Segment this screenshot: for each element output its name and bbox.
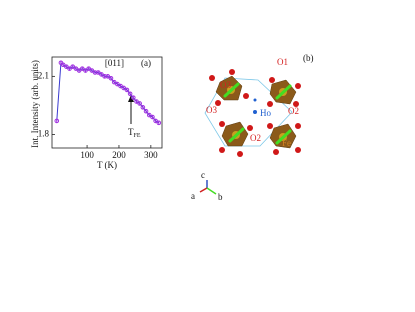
data-point <box>146 112 152 118</box>
arrow-label-text: T <box>128 127 134 137</box>
o-atom <box>295 123 301 129</box>
x-axis-label: T (K) <box>97 160 117 170</box>
o-atom <box>295 83 301 89</box>
data-point <box>156 120 162 126</box>
axis-a <box>199 187 208 193</box>
o-atom <box>273 149 279 155</box>
data-point <box>143 108 149 114</box>
o-atom <box>293 101 299 107</box>
data-point <box>108 75 114 81</box>
y-tick-label: 2.1 <box>38 70 49 80</box>
atom-label: Ho <box>260 108 271 118</box>
x-tick-label: 100 <box>80 150 94 160</box>
x-tick-label: 200 <box>112 150 126 160</box>
data-point <box>60 62 66 68</box>
axis-label: b <box>218 192 223 202</box>
data-point <box>70 64 76 69</box>
o-atom <box>269 77 275 83</box>
o-atom <box>215 100 221 106</box>
data-point <box>150 114 155 120</box>
data-point <box>79 66 85 71</box>
o-atom <box>219 147 225 153</box>
arrow-label: TFE <box>128 127 141 139</box>
data-point <box>64 64 69 69</box>
panel-label: (a) <box>141 58 151 68</box>
data-point <box>67 66 72 71</box>
data-point <box>111 79 117 85</box>
atom-label: O2 <box>288 106 299 116</box>
atom-label: O3 <box>206 105 217 115</box>
x-tick-label: 300 <box>144 150 158 160</box>
y-tick-label: 1.8 <box>38 129 50 139</box>
data-point <box>137 101 142 106</box>
o-atom <box>219 121 225 127</box>
spin-arrow <box>223 82 240 98</box>
panel-label: (b) <box>303 53 314 63</box>
ho-atom <box>253 110 257 114</box>
atom-label: O2 <box>250 133 261 143</box>
axis-b <box>206 187 217 195</box>
data-point <box>131 95 136 100</box>
o-atom <box>267 123 273 129</box>
data-point <box>86 66 91 71</box>
data-point <box>140 105 146 110</box>
ho-atom <box>253 98 257 102</box>
o-atom <box>295 147 301 153</box>
data-point <box>76 68 82 73</box>
data-point <box>134 99 139 104</box>
o-atom <box>247 125 253 131</box>
atom-label: O3 <box>220 80 231 90</box>
data-point <box>73 66 79 71</box>
data-point <box>124 87 130 93</box>
atom-label: O1 <box>277 57 288 67</box>
unit-cell <box>204 77 293 147</box>
arrow-head <box>128 95 134 102</box>
y-axis-label: Int. Intensity (arb. units) <box>30 60 40 148</box>
plot-frame <box>51 56 163 149</box>
data-line <box>56 61 160 124</box>
spin-arrow <box>275 129 292 145</box>
spin-arrow <box>228 127 245 143</box>
crystal-structure <box>199 69 301 195</box>
data-point <box>99 72 104 77</box>
data-point <box>121 85 127 91</box>
atom-label: Fe <box>282 138 291 148</box>
o-atom <box>267 101 273 107</box>
spin-arrow <box>275 84 292 100</box>
data-point <box>115 81 120 87</box>
o-atom <box>237 151 243 157</box>
annotation: [011] <box>105 58 124 68</box>
data-point <box>95 70 101 75</box>
o-atom <box>229 69 235 75</box>
data-point <box>54 118 60 124</box>
data-point <box>83 68 88 73</box>
data-point <box>105 74 111 79</box>
axis-label: c <box>201 170 205 180</box>
o-atom <box>209 75 215 81</box>
data-point <box>118 83 123 89</box>
data-point <box>89 68 95 73</box>
arrow-label-sub: FE <box>134 133 141 139</box>
data-point <box>127 91 133 97</box>
axis-label: a <box>191 191 195 201</box>
o-atom <box>243 93 249 99</box>
data-point <box>153 118 158 124</box>
